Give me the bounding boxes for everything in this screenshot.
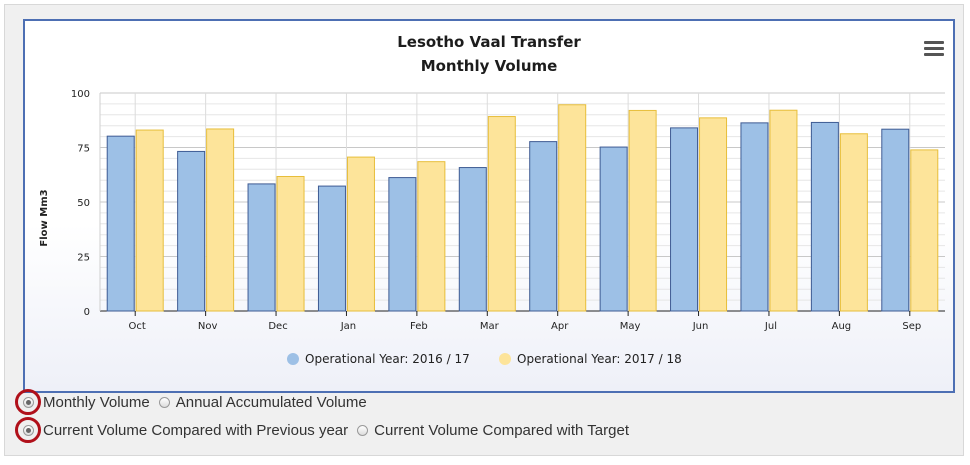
bar-series1-feb[interactable] — [388, 177, 417, 312]
bar-series2-sep[interactable] — [910, 149, 939, 312]
y-tick-label: 0 — [84, 307, 90, 318]
bar-chart: Lesotho Vaal Transfer Monthly Volume Flo… — [39, 33, 945, 366]
chart-subtitle: Monthly Volume — [421, 57, 558, 75]
bar-series1-mar[interactable] — [458, 167, 487, 312]
radio-dot-icon — [22, 396, 34, 408]
legend-marker[interactable] — [499, 353, 511, 365]
radio-dot-icon — [22, 424, 34, 436]
bar-series2-aug[interactable] — [839, 133, 868, 312]
x-tick-label: Feb — [410, 321, 428, 332]
y-tick-label: 100 — [71, 89, 90, 100]
bar-series1-aug[interactable] — [810, 121, 839, 312]
x-tick-label: Jul — [764, 321, 777, 332]
hamburger-menu-icon — [923, 41, 945, 56]
bar-series2-feb[interactable] — [417, 161, 446, 312]
chart-title: Lesotho Vaal Transfer — [397, 33, 581, 51]
bar-series2-apr[interactable] — [558, 104, 587, 312]
x-tick-label: Sep — [902, 321, 921, 332]
bar-series1-may[interactable] — [599, 146, 628, 312]
comparison-options-row: Current Volume Compared with Previous ye… — [15, 417, 629, 443]
y-tick-label: 25 — [77, 253, 90, 264]
label-monthly-volume: Monthly Volume — [43, 393, 150, 411]
bar-series1-jun[interactable] — [670, 127, 699, 312]
bar-series2-mar[interactable] — [487, 116, 516, 312]
bar-series2-jun[interactable] — [699, 117, 728, 312]
bar-series1-oct[interactable] — [106, 135, 135, 312]
legend-marker[interactable] — [287, 353, 299, 365]
x-tick-label: Aug — [832, 321, 852, 332]
x-tick-label: Oct — [129, 321, 146, 332]
legend-item-label[interactable]: Operational Year: 2017 / 18 — [517, 352, 682, 366]
bar-series1-jul[interactable] — [740, 122, 769, 312]
bar-series1-jan[interactable] — [317, 185, 346, 312]
label-compare-target: Current Volume Compared with Target — [374, 421, 629, 439]
x-tick-label: Dec — [268, 321, 287, 332]
legend-item-label[interactable]: Operational Year: 2016 / 17 — [305, 352, 470, 366]
bar-series2-may[interactable] — [628, 109, 657, 312]
x-tick-label: Nov — [198, 321, 218, 332]
x-tick-label: Mar — [480, 321, 500, 332]
bar-series2-jan[interactable] — [346, 156, 375, 312]
view-options-row: Monthly Volume Annual Accumulated Volume — [15, 389, 367, 415]
chart-frame: Lesotho Vaal Transfer Monthly Volume Flo… — [23, 19, 955, 393]
bar-series2-oct[interactable] — [135, 129, 164, 312]
y-tick-label: 75 — [77, 144, 90, 155]
bar-series1-nov[interactable] — [177, 150, 206, 312]
x-tick-label: Jan — [340, 321, 356, 332]
y-axis-label: Flow Mm3 — [39, 189, 50, 246]
radio-monthly-volume[interactable] — [15, 389, 41, 415]
bar-series1-sep[interactable] — [881, 128, 910, 312]
x-tick-label: Jun — [692, 321, 709, 332]
label-annual-accumulated-volume: Annual Accumulated Volume — [175, 393, 367, 411]
label-compare-previous-year: Current Volume Compared with Previous ye… — [43, 421, 349, 439]
bar-series2-nov[interactable] — [206, 128, 235, 312]
x-tick-label: Apr — [551, 321, 569, 332]
x-tick-label: May — [620, 321, 641, 332]
radio-compare-previous-year[interactable] — [15, 417, 41, 443]
chart-panel: Lesotho Vaal Transfer Monthly Volume Flo… — [4, 4, 964, 456]
bar-series1-apr[interactable] — [529, 141, 558, 312]
radio-compare-target[interactable] — [357, 424, 369, 436]
bar-series2-dec[interactable] — [276, 175, 305, 312]
bar-series1-dec[interactable] — [247, 183, 276, 312]
radio-annual-accumulated-volume[interactable] — [158, 396, 170, 408]
chart-menu-button[interactable] — [923, 39, 945, 57]
y-tick-label: 50 — [77, 198, 90, 209]
bar-series2-jul[interactable] — [769, 109, 798, 312]
